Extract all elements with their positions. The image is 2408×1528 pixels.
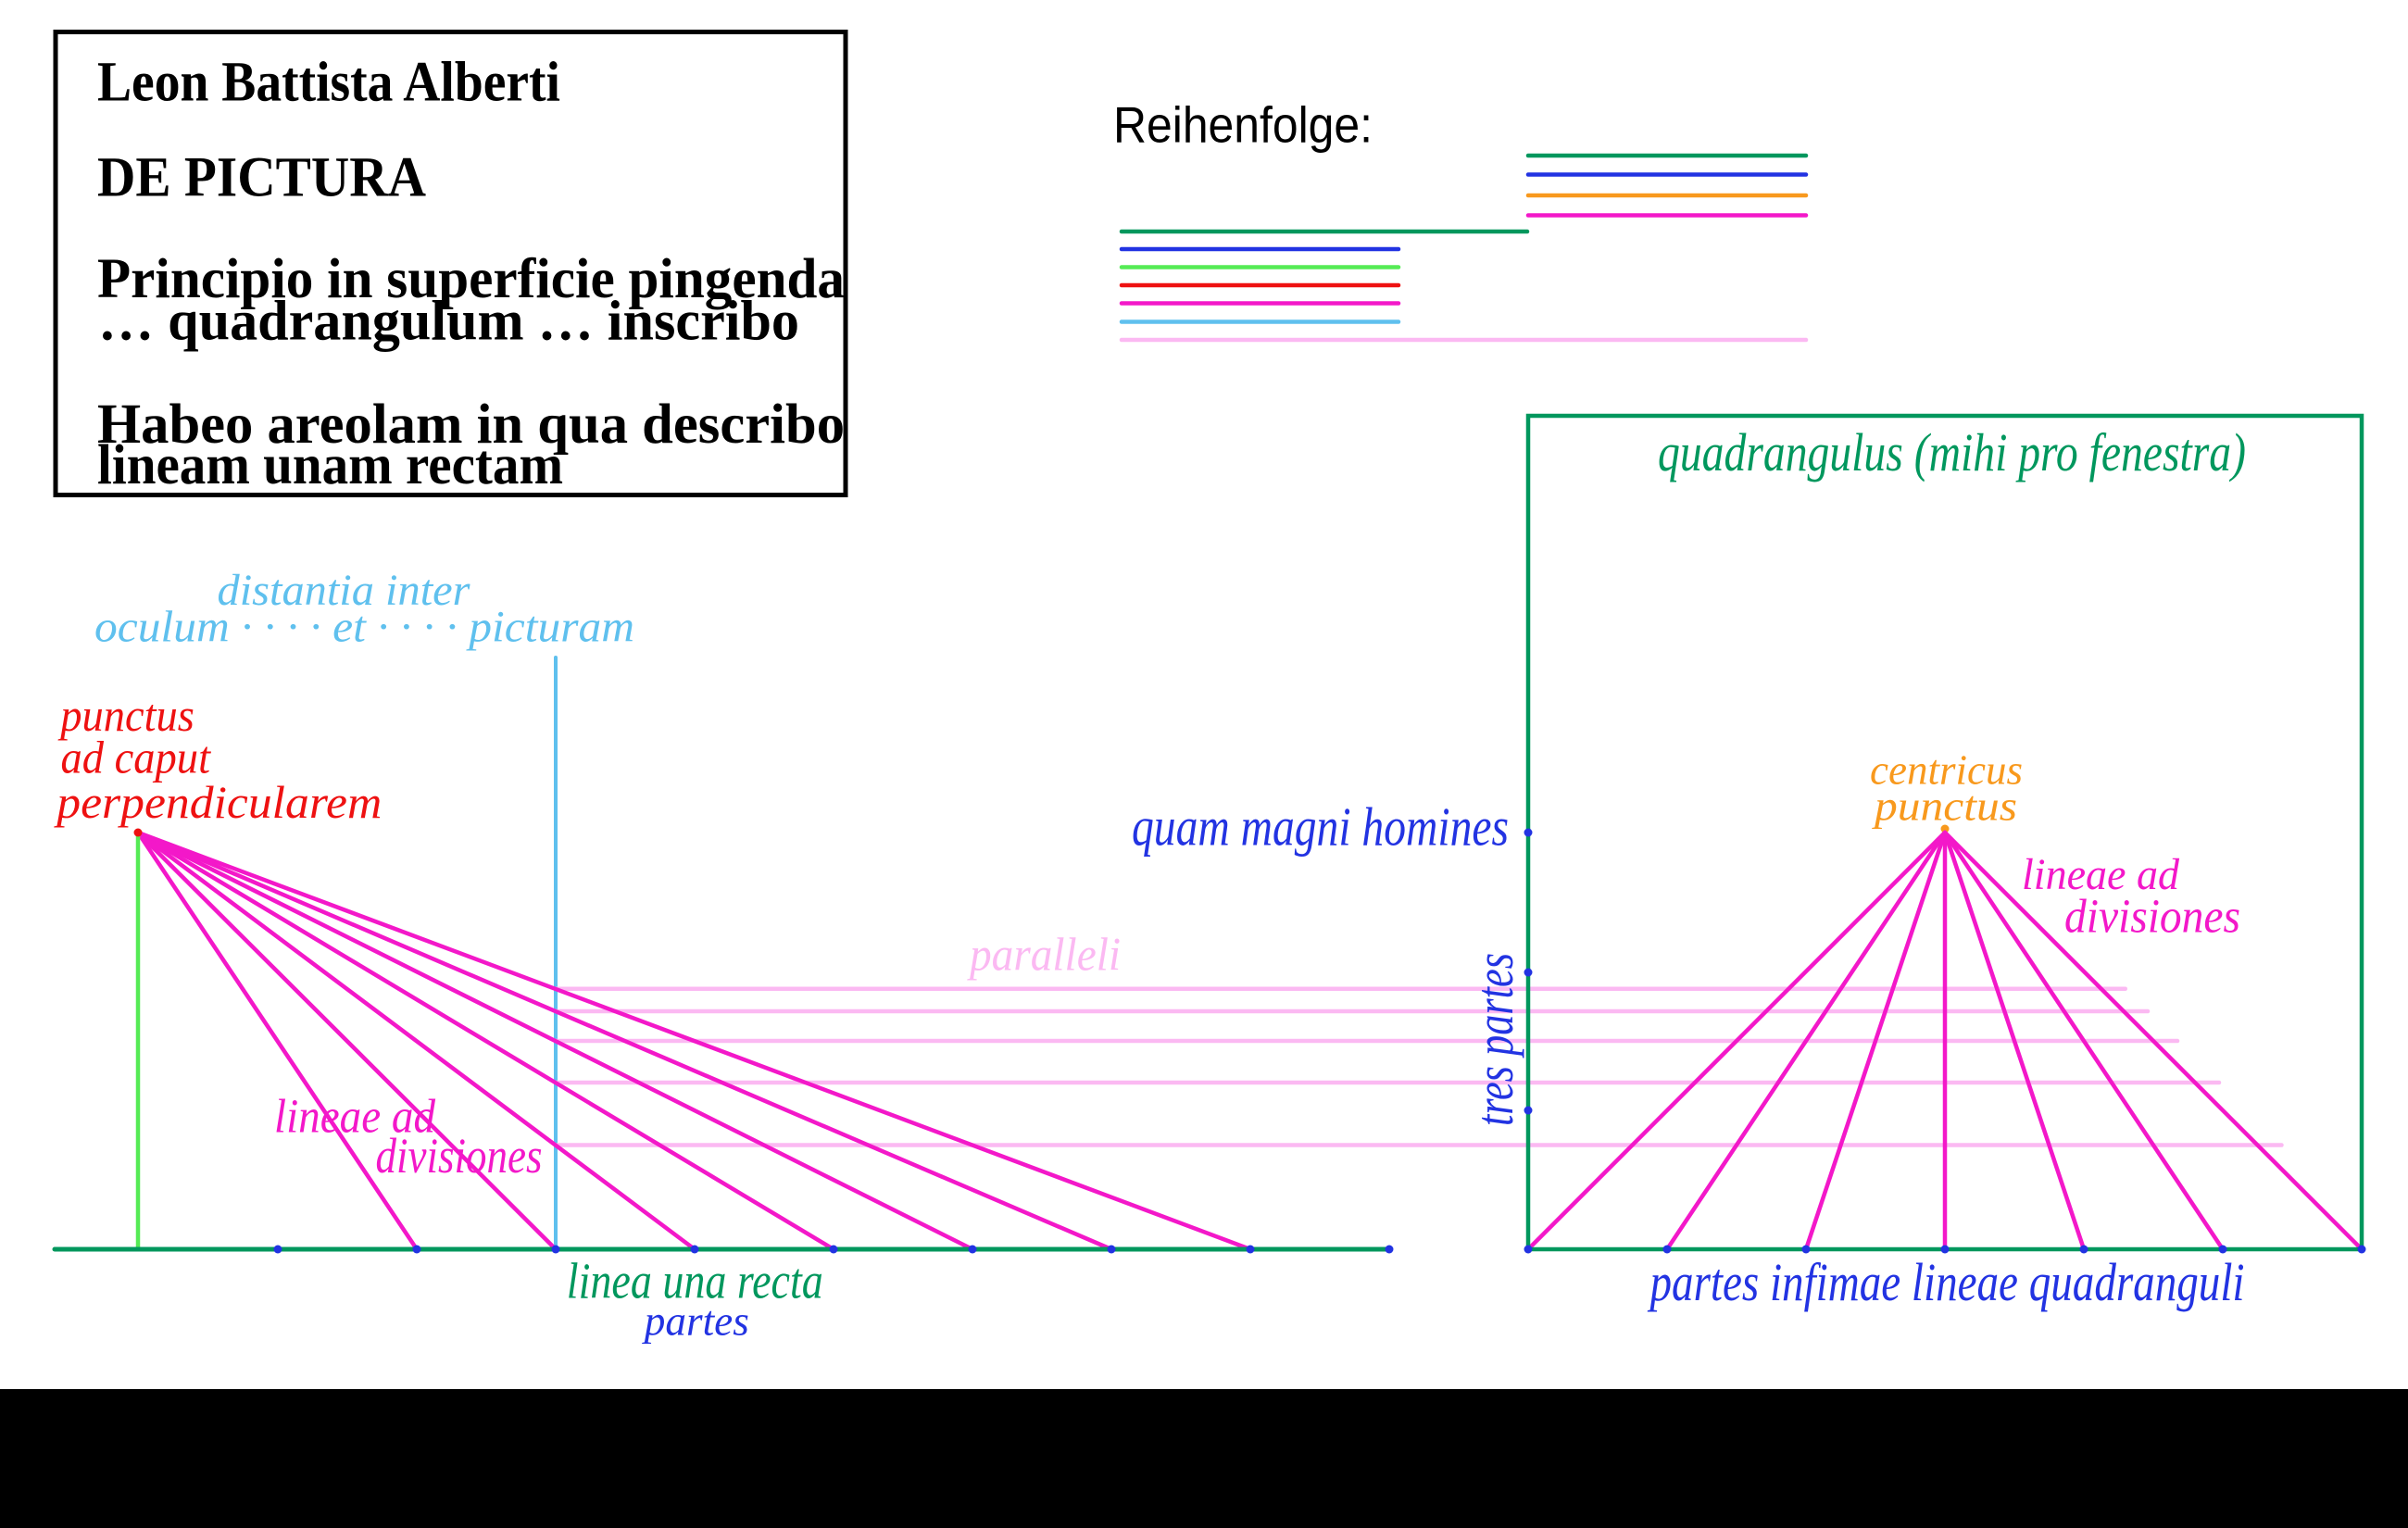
svg-text:lineae ad: lineae ad (274, 1090, 436, 1143)
svg-text:centricus: centricus (1870, 745, 2023, 793)
svg-text:punctus: punctus (1872, 782, 2017, 829)
svg-text:tres partes: tres partes (1464, 953, 1524, 1126)
svg-text:oculum · · · · et · · · · pict: oculum · · · · et · · · · picturam (94, 603, 634, 652)
svg-text:quadrangulus (mihi pro fenestr: quadrangulus (mihi pro fenestra) (1658, 422, 2246, 482)
svg-text:quam magni homines: quam magni homines (1132, 796, 1509, 858)
svg-text:distantia inter: distantia inter (218, 566, 470, 615)
svg-text:paralleli: paralleli (967, 930, 1121, 982)
svg-text:… quadrangulum … inscribo: … quadrangulum … inscribo (98, 291, 799, 353)
svg-text:lineam unam rectam: lineam unam rectam (97, 434, 563, 496)
svg-text:Reihenfolge:: Reihenfolge: (1113, 96, 1373, 154)
svg-text:linea una recta: linea una recta (567, 1253, 823, 1309)
svg-text:divisiones: divisiones (376, 1128, 543, 1184)
svg-text:perpendicularem: perpendicularem (54, 776, 382, 828)
svg-text:ad caput: ad caput (61, 732, 212, 783)
svg-text:Leon Battista Alberti: Leon Battista Alberti (97, 51, 560, 113)
svg-text:Principio in superficie pingen: Principio in superficie pingenda (97, 248, 845, 310)
svg-text:lineae ad: lineae ad (2022, 850, 2180, 899)
svg-text:partes infimae lineae quadrang: partes infimae lineae quadranguli (1647, 1252, 2244, 1312)
svg-text:divisiones: divisiones (2064, 891, 2240, 944)
svg-text:Habeo areolam in qua describo: Habeo areolam in qua describo (97, 394, 845, 456)
svg-text:punctus: punctus (58, 689, 194, 741)
svg-text:DE PICTURA: DE PICTURA (97, 146, 426, 208)
svg-text:partes: partes (642, 1296, 749, 1344)
